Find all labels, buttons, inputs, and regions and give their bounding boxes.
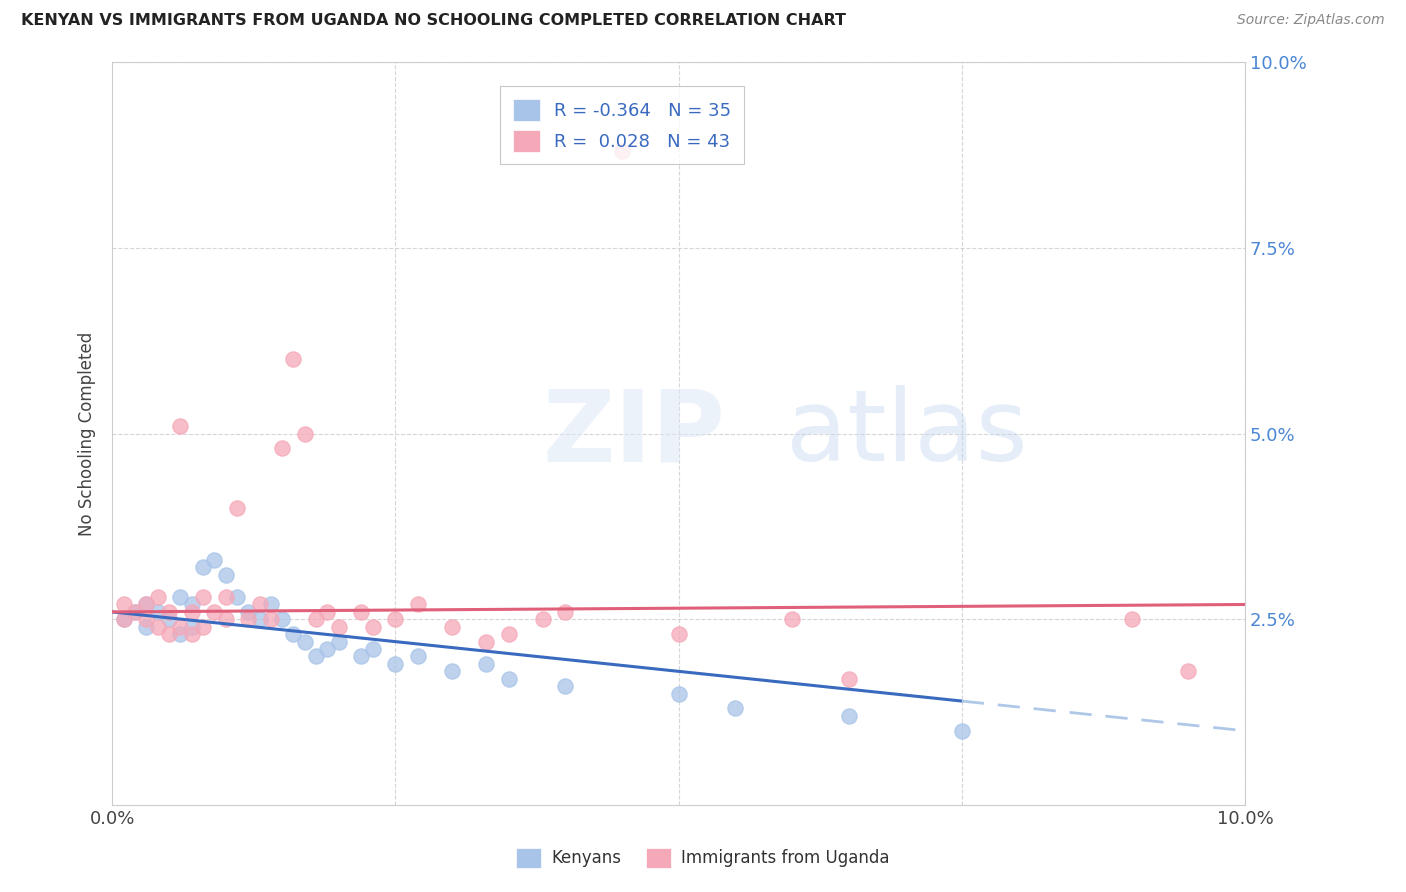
Point [316, 642, 339, 657]
Point [249, 612, 271, 626]
Point [202, 605, 225, 619]
Point [441, 665, 464, 679]
Point [271, 612, 294, 626]
Point [316, 605, 339, 619]
Text: ZIP: ZIP [543, 385, 725, 482]
Point [610, 145, 633, 159]
Point [180, 605, 202, 619]
Point [838, 709, 860, 723]
Point [214, 612, 236, 626]
Point [157, 612, 180, 626]
Point [441, 620, 464, 634]
Point [305, 612, 328, 626]
Point [225, 590, 247, 604]
Point [238, 612, 260, 626]
Point [283, 627, 305, 641]
Point [780, 612, 803, 626]
Point [202, 553, 225, 567]
Point [112, 612, 135, 626]
Point [328, 634, 350, 648]
Point [328, 620, 350, 634]
Point [191, 620, 214, 634]
Point [384, 657, 406, 671]
Point [1121, 612, 1143, 626]
Point [135, 598, 157, 612]
Point [361, 620, 384, 634]
Point [225, 500, 247, 515]
Point [531, 612, 554, 626]
Point [294, 634, 316, 648]
Point [554, 679, 576, 693]
Point [238, 605, 260, 619]
Point [146, 590, 169, 604]
Point [112, 612, 135, 626]
Point [271, 442, 294, 456]
Point [1177, 665, 1199, 679]
Point [260, 598, 283, 612]
Legend: R = -0.364   N = 35, R =  0.028   N = 43: R = -0.364 N = 35, R = 0.028 N = 43 [501, 86, 744, 164]
Point [384, 612, 406, 626]
Point [169, 590, 191, 604]
Point [180, 620, 202, 634]
Point [305, 649, 328, 664]
Point [112, 598, 135, 612]
Point [668, 627, 690, 641]
Point [124, 605, 146, 619]
Point [554, 605, 576, 619]
Point [135, 612, 157, 626]
Point [249, 598, 271, 612]
Y-axis label: No Schooling Completed: No Schooling Completed [79, 332, 96, 536]
Point [361, 642, 384, 657]
Point [668, 687, 690, 701]
Point [157, 627, 180, 641]
Point [838, 672, 860, 686]
Point [350, 649, 373, 664]
Point [135, 620, 157, 634]
Text: KENYAN VS IMMIGRANTS FROM UGANDA NO SCHOOLING COMPLETED CORRELATION CHART: KENYAN VS IMMIGRANTS FROM UGANDA NO SCHO… [21, 13, 846, 29]
Point [157, 605, 180, 619]
Text: atlas: atlas [786, 385, 1028, 482]
Point [180, 598, 202, 612]
Legend: Kenyans, Immigrants from Uganda: Kenyans, Immigrants from Uganda [509, 841, 897, 875]
Point [169, 620, 191, 634]
Point [406, 598, 429, 612]
Point [124, 605, 146, 619]
Point [475, 634, 498, 648]
Point [498, 672, 520, 686]
Point [169, 419, 191, 434]
Point [294, 426, 316, 441]
Point [214, 567, 236, 582]
Point [169, 627, 191, 641]
Point [146, 605, 169, 619]
Point [146, 620, 169, 634]
Point [498, 627, 520, 641]
Point [350, 605, 373, 619]
Point [475, 657, 498, 671]
Point [214, 590, 236, 604]
Point [180, 627, 202, 641]
Point [950, 723, 973, 738]
Point [406, 649, 429, 664]
Point [135, 598, 157, 612]
Point [283, 352, 305, 367]
Point [191, 560, 214, 574]
Point [191, 590, 214, 604]
Text: Source: ZipAtlas.com: Source: ZipAtlas.com [1237, 13, 1385, 28]
Point [724, 701, 747, 715]
Point [260, 612, 283, 626]
